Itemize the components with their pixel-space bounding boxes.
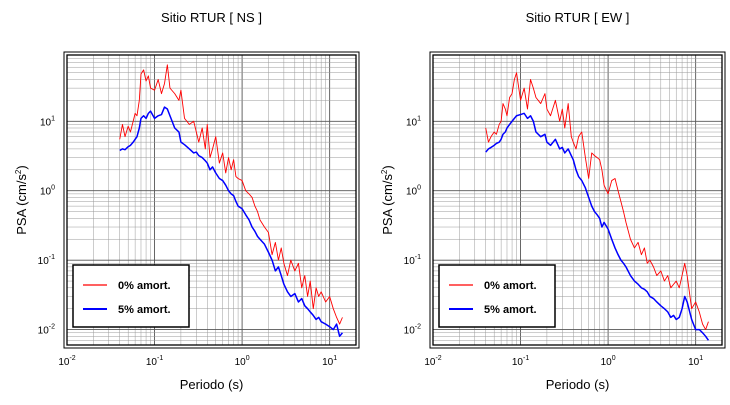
grid-lines <box>432 54 723 346</box>
plot-frame-outer <box>63 51 360 349</box>
y-tick-label: 101 <box>40 115 55 128</box>
series-line-undamped <box>485 72 709 331</box>
x-axis-label: Periodo (s) <box>546 377 610 392</box>
legend-label: 5% amort. <box>484 304 537 316</box>
x-tick-label: 101 <box>322 355 337 368</box>
x-tick-label: 100 <box>601 355 616 368</box>
y-tick-label: 100 <box>406 185 421 198</box>
chart-panel-1: 10-2 10-1 100 101 10-2 10-1 100 101 Sitio RTUR [… <box>14 10 360 392</box>
y-tick-label: 10-2 <box>404 324 421 337</box>
legend-label: 0% amort. <box>118 280 171 292</box>
series-line-undamped <box>119 64 343 325</box>
y-tick-label: 101 <box>406 115 421 128</box>
series-line-damped <box>485 112 710 341</box>
plot-area-border <box>432 54 723 346</box>
y-axis-label: PSA (cm/s2) <box>380 165 395 234</box>
x-tick-label: 10-1 <box>512 355 529 368</box>
x-tick-label: 10-2 <box>424 355 441 368</box>
x-tick-label: 10-1 <box>146 355 163 368</box>
plot-area-border <box>66 54 357 346</box>
x-tick-label: 101 <box>688 355 703 368</box>
chart-title: Sitio RTUR [ NS ] <box>161 10 262 25</box>
y-tick-label: 10-1 <box>404 254 421 267</box>
plot-frame-outer <box>429 51 726 349</box>
y-tick-label: 100 <box>40 185 55 198</box>
legend: 0% amort. 5% amort. <box>72 264 190 328</box>
chart-panel-2: 10-2 10-1 100 101 10-2 10-1 100 101 Sitio RTUR [… <box>380 10 726 392</box>
chart-title: Sitio RTUR [ EW ] <box>526 10 630 25</box>
legend-label: 0% amort. <box>484 280 537 292</box>
x-tick-label: 10-2 <box>58 355 75 368</box>
legend-label: 5% amort. <box>118 304 171 316</box>
legend: 0% amort. 5% amort. <box>438 264 556 328</box>
legend-box <box>72 264 190 328</box>
y-tick-label: 10-2 <box>38 324 55 337</box>
y-axis-label: PSA (cm/s2) <box>14 165 29 234</box>
y-tick-label: 10-1 <box>38 254 55 267</box>
series-line-damped <box>119 106 344 338</box>
x-tick-label: 100 <box>235 355 250 368</box>
x-axis-label: Periodo (s) <box>180 377 244 392</box>
legend-box <box>438 264 556 328</box>
